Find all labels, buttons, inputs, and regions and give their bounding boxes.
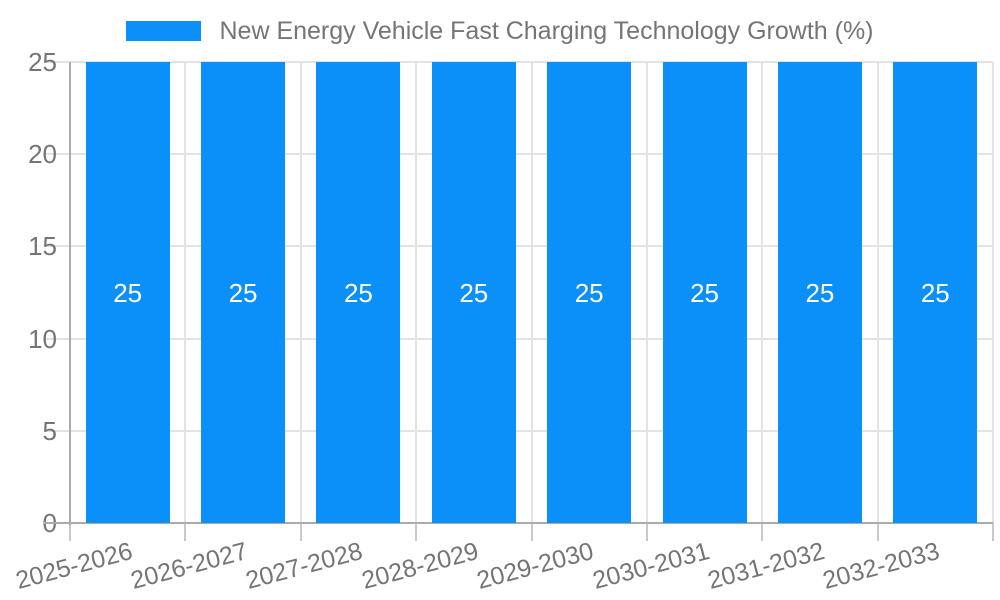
y-axis-tick-label: 20 bbox=[28, 139, 57, 170]
x-axis-line bbox=[44, 522, 993, 524]
x-axis-tick bbox=[645, 523, 648, 541]
gridline-vertical bbox=[876, 62, 879, 523]
bar[interactable] bbox=[893, 62, 978, 523]
bar[interactable] bbox=[431, 62, 516, 523]
x-axis-tick bbox=[530, 523, 533, 541]
y-axis-tick-label: 25 bbox=[28, 47, 57, 77]
bar[interactable] bbox=[85, 62, 170, 523]
y-axis-tick-label: 15 bbox=[28, 231, 57, 262]
y-axis-tick-label: 10 bbox=[28, 323, 57, 354]
bar[interactable] bbox=[316, 62, 401, 523]
x-axis-tick bbox=[415, 523, 418, 541]
x-axis-tick bbox=[184, 523, 187, 541]
legend-swatch bbox=[126, 21, 202, 41]
bar-value-label: 25 bbox=[459, 277, 489, 308]
bar[interactable] bbox=[777, 62, 862, 523]
x-axis-tick bbox=[876, 523, 879, 541]
y-axis-tick-label: 5 bbox=[42, 415, 57, 446]
x-axis-tick bbox=[69, 523, 71, 541]
gridline-vertical bbox=[184, 62, 187, 523]
bar-value-label: 25 bbox=[690, 277, 720, 308]
x-axis-tick bbox=[761, 523, 764, 541]
y-axis-tick bbox=[44, 153, 70, 156]
bar[interactable] bbox=[547, 62, 632, 523]
bar[interactable] bbox=[662, 62, 747, 523]
chart-legend[interactable]: New Energy Vehicle Fast Charging Technol… bbox=[0, 16, 1000, 46]
gridline-vertical bbox=[530, 62, 533, 523]
bar-value-label: 25 bbox=[228, 277, 258, 308]
bar-value-label: 25 bbox=[113, 277, 143, 308]
y-axis-line bbox=[69, 62, 71, 525]
gridline-vertical bbox=[299, 62, 302, 523]
y-axis-tick bbox=[44, 337, 70, 340]
gridline-vertical bbox=[761, 62, 764, 523]
bar-value-label: 25 bbox=[920, 277, 950, 308]
bar-value-label: 25 bbox=[343, 277, 373, 308]
x-axis-tick bbox=[299, 523, 302, 541]
bar-value-label: 25 bbox=[574, 277, 604, 308]
y-axis-tick bbox=[44, 61, 70, 63]
bar[interactable] bbox=[201, 62, 286, 523]
legend-label: New Energy Vehicle Fast Charging Technol… bbox=[219, 16, 874, 45]
y-axis-tick bbox=[44, 429, 70, 432]
gridline-vertical bbox=[645, 62, 648, 523]
y-axis-tick bbox=[44, 245, 70, 248]
gridline-vertical bbox=[992, 62, 994, 523]
x-axis-tick bbox=[992, 523, 994, 541]
bar-value-label: 25 bbox=[805, 277, 835, 308]
gridline-vertical bbox=[415, 62, 418, 523]
